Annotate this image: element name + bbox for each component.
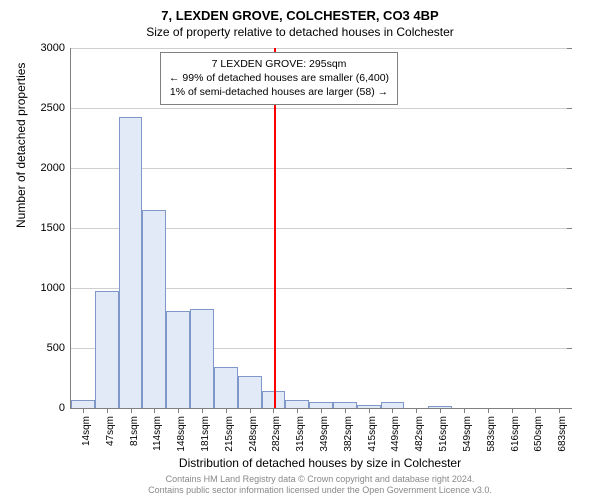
x-tick-label: 14sqm [81,416,92,446]
x-tick-mark [392,408,393,413]
y-axis-label: Number of detached properties [14,63,28,228]
bar [238,376,262,408]
x-tick-mark [178,408,179,413]
chart-subtitle: Size of property relative to detached ho… [0,23,600,39]
x-tick-mark [107,408,108,413]
x-tick-label: 683sqm [557,416,568,452]
x-tick-label: 181sqm [200,416,211,452]
x-tick-mark [202,408,203,413]
y-tick-mark [567,408,572,409]
annotation-line3: 1% of semi-detached houses are larger (5… [169,85,389,99]
y-tick-label: 500 [47,342,71,354]
bar-slot: 683sqm [547,48,571,408]
bar [71,400,95,408]
bar-slot: 549sqm [452,48,476,408]
bar [190,309,214,408]
x-tick-label: 315sqm [295,416,306,452]
x-tick-label: 650sqm [533,416,544,452]
x-tick-label: 382sqm [343,416,354,452]
x-tick-mark [250,408,251,413]
bar [285,400,309,408]
x-tick-mark [154,408,155,413]
bar [95,291,119,408]
x-tick-label: 549sqm [462,416,473,452]
x-tick-mark [559,408,560,413]
footer-attribution: Contains HM Land Registry data © Crown c… [70,474,570,497]
bar [166,311,190,408]
y-tick-label: 2500 [41,102,71,114]
annotation-box: 7 LEXDEN GROVE: 295sqm ← 99% of detached… [160,52,398,105]
x-tick-label: 415sqm [367,416,378,452]
annotation-line1: 7 LEXDEN GROVE: 295sqm [169,57,389,71]
bar [214,367,238,408]
x-tick-label: 248sqm [248,416,259,452]
x-tick-mark [345,408,346,413]
x-axis-label: Distribution of detached houses by size … [70,456,570,470]
x-tick-mark [321,408,322,413]
bar-slot: 516sqm [428,48,452,408]
chart-title: 7, LEXDEN GROVE, COLCHESTER, CO3 4BP [0,0,600,23]
x-tick-label: 616sqm [510,416,521,452]
x-tick-label: 215sqm [224,416,235,452]
x-tick-label: 114sqm [152,416,163,451]
x-tick-mark [535,408,536,413]
x-tick-mark [440,408,441,413]
x-tick-mark [369,408,370,413]
x-tick-label: 349sqm [319,416,330,452]
x-tick-label: 81sqm [129,416,140,446]
x-tick-mark [273,408,274,413]
annotation-line2: ← 99% of detached houses are smaller (6,… [169,71,389,85]
bar-slot: 14sqm [71,48,95,408]
bar-slot: 81sqm [119,48,143,408]
bar-slot: 583sqm [476,48,500,408]
y-tick-label: 1500 [41,222,71,234]
bar-slot: 650sqm [523,48,547,408]
bar-slot: 616sqm [500,48,524,408]
x-tick-mark [464,408,465,413]
bar [142,210,166,408]
y-tick-label: 0 [59,402,71,414]
x-tick-mark [83,408,84,413]
x-tick-label: 449sqm [390,416,401,452]
x-tick-label: 516sqm [438,416,449,452]
x-tick-mark [131,408,132,413]
x-tick-mark [512,408,513,413]
y-tick-label: 3000 [41,42,71,54]
y-tick-label: 2000 [41,162,71,174]
x-tick-mark [297,408,298,413]
chart-container: 7, LEXDEN GROVE, COLCHESTER, CO3 4BP Siz… [0,0,600,500]
x-tick-label: 583sqm [486,416,497,452]
x-tick-mark [226,408,227,413]
x-tick-mark [488,408,489,413]
x-tick-label: 282sqm [271,416,282,452]
footer-line1: Contains HM Land Registry data © Crown c… [70,474,570,485]
y-tick-label: 1000 [41,282,71,294]
bar [119,117,143,408]
bar-slot: 482sqm [404,48,428,408]
x-tick-mark [416,408,417,413]
bar-slot: 47sqm [95,48,119,408]
x-tick-label: 148sqm [176,416,187,452]
x-tick-label: 482sqm [414,416,425,452]
footer-line2: Contains public sector information licen… [70,485,570,496]
x-tick-label: 47sqm [105,416,116,446]
